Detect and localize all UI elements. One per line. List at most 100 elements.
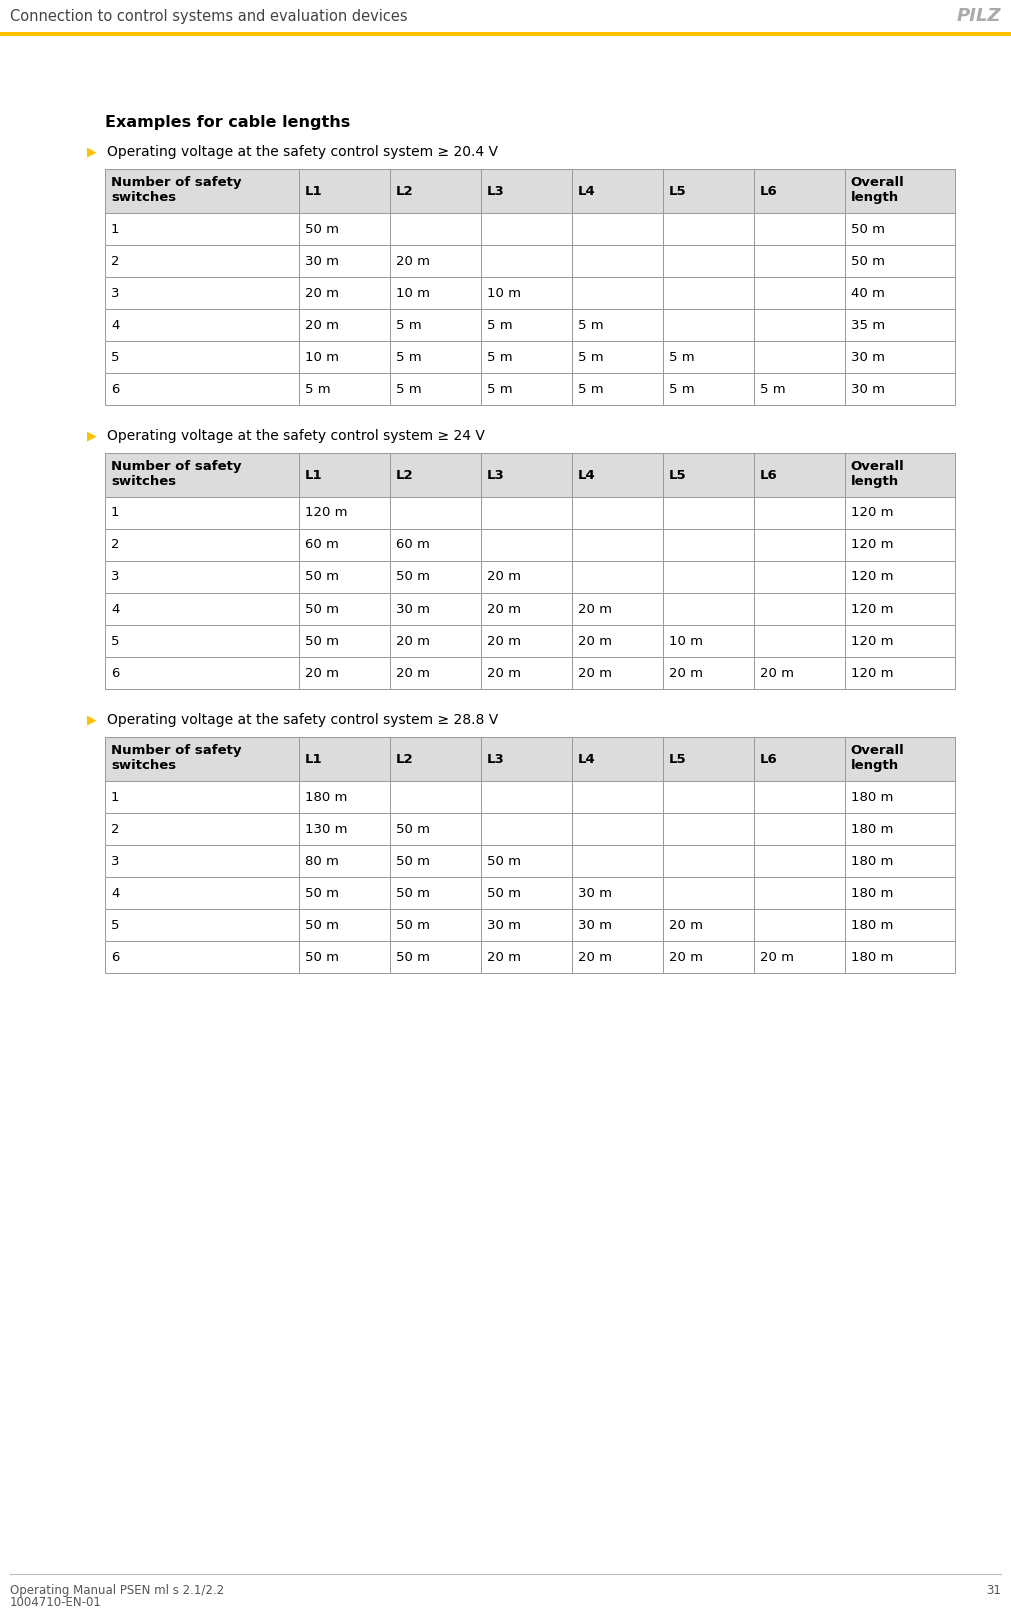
Bar — [844, 497, 955, 529]
Text: PILZ: PILZ — [956, 6, 1001, 26]
Bar — [571, 909, 662, 941]
Text: 180 m: 180 m — [850, 919, 893, 932]
Text: 4: 4 — [111, 319, 119, 331]
Bar — [844, 373, 955, 405]
Text: 20 m: 20 m — [395, 254, 430, 267]
Text: 5 m: 5 m — [486, 383, 513, 396]
Bar — [0, 32, 1011, 35]
Bar — [105, 624, 299, 656]
Bar — [571, 656, 662, 689]
Bar — [480, 656, 571, 689]
Text: L3: L3 — [486, 468, 504, 481]
Bar — [571, 813, 662, 845]
Text: 60 m: 60 m — [304, 539, 339, 552]
Bar — [571, 624, 662, 656]
Bar — [390, 941, 480, 973]
Bar — [105, 277, 299, 309]
Bar — [753, 341, 844, 373]
Text: 10 m: 10 m — [668, 634, 703, 647]
Text: 120 m: 120 m — [850, 507, 893, 520]
Text: Operating voltage at the safety control system ≥ 20.4 V: Operating voltage at the safety control … — [107, 145, 498, 159]
Bar — [105, 780, 299, 813]
Bar — [844, 309, 955, 341]
Text: 20 m: 20 m — [486, 951, 521, 964]
Bar — [844, 169, 955, 212]
Text: 120 m: 120 m — [850, 539, 893, 552]
Text: 10 m: 10 m — [486, 286, 521, 299]
Bar — [299, 245, 390, 277]
Bar — [662, 169, 753, 212]
Text: 5 m: 5 m — [395, 383, 422, 396]
Text: 180 m: 180 m — [304, 790, 347, 803]
Bar — [299, 624, 390, 656]
Bar — [390, 454, 480, 497]
Bar — [844, 529, 955, 562]
Bar — [571, 529, 662, 562]
Text: 20 m: 20 m — [395, 666, 430, 679]
Text: 50 m: 50 m — [486, 887, 521, 899]
Bar — [662, 497, 753, 529]
Bar — [105, 656, 299, 689]
Text: 120 m: 120 m — [850, 634, 893, 647]
Text: switches: switches — [111, 475, 176, 488]
Bar — [480, 845, 571, 877]
Text: ▶: ▶ — [87, 430, 97, 442]
Bar — [299, 845, 390, 877]
Bar — [390, 277, 480, 309]
Text: 5 m: 5 m — [577, 319, 604, 331]
Bar — [571, 845, 662, 877]
Bar — [390, 245, 480, 277]
Text: Overall: Overall — [850, 175, 904, 188]
Bar — [844, 941, 955, 973]
Text: 180 m: 180 m — [850, 822, 893, 835]
Text: 20 m: 20 m — [304, 319, 339, 331]
Text: 50 m: 50 m — [395, 854, 430, 867]
Text: Overall: Overall — [850, 743, 904, 756]
Bar — [662, 780, 753, 813]
Text: Number of safety: Number of safety — [111, 743, 242, 756]
Text: 30 m: 30 m — [850, 351, 885, 364]
Bar — [299, 780, 390, 813]
Text: 30 m: 30 m — [486, 919, 521, 932]
Text: 20 m: 20 m — [668, 919, 703, 932]
Bar — [844, 341, 955, 373]
Text: 3: 3 — [111, 286, 119, 299]
Text: ▶: ▶ — [87, 713, 97, 726]
Text: 50 m: 50 m — [304, 951, 339, 964]
Text: 20 m: 20 m — [577, 634, 612, 647]
Bar — [844, 909, 955, 941]
Bar — [390, 813, 480, 845]
Text: 180 m: 180 m — [850, 887, 893, 899]
Bar — [105, 877, 299, 909]
Bar — [571, 169, 662, 212]
Text: 20 m: 20 m — [486, 571, 521, 584]
Bar — [844, 562, 955, 594]
Bar — [480, 877, 571, 909]
Bar — [105, 373, 299, 405]
Bar — [480, 169, 571, 212]
Bar — [480, 277, 571, 309]
Bar — [662, 737, 753, 780]
Bar — [480, 737, 571, 780]
Text: 5 m: 5 m — [395, 351, 422, 364]
Bar — [480, 373, 571, 405]
Bar — [299, 877, 390, 909]
Bar — [480, 529, 571, 562]
Bar — [480, 212, 571, 245]
Bar — [662, 562, 753, 594]
Text: 50 m: 50 m — [395, 887, 430, 899]
Bar — [390, 169, 480, 212]
Bar — [844, 877, 955, 909]
Text: 20 m: 20 m — [577, 666, 612, 679]
Bar — [662, 594, 753, 624]
Text: 30 m: 30 m — [850, 383, 885, 396]
Bar — [753, 656, 844, 689]
Text: 50 m: 50 m — [395, 822, 430, 835]
Bar — [662, 813, 753, 845]
Bar — [753, 529, 844, 562]
Text: Number of safety: Number of safety — [111, 175, 242, 188]
Text: Overall: Overall — [850, 460, 904, 473]
Text: 5 m: 5 m — [486, 319, 513, 331]
Bar — [753, 373, 844, 405]
Text: 50 m: 50 m — [304, 634, 339, 647]
